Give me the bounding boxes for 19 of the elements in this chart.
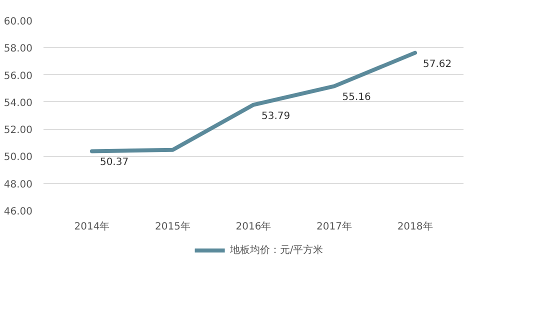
y-tick-label: 56.00 [4,70,33,82]
x-tick-label: 2018年 [397,220,433,232]
x-tick-label: 2015年 [155,220,190,232]
y-tick-label: 52.00 [4,125,33,136]
y-tick-label: 46.00 [4,206,33,218]
y-tick-label: 54.00 [4,98,33,109]
data-label: 50.37 [100,157,129,168]
legend-label: 地板均价：元/平方米 [230,244,324,257]
data-label: 53.79 [262,110,290,122]
x-tick-label: 2014年 [74,220,110,232]
data-label: 55.16 [342,92,371,104]
data-label: 57.62 [423,58,452,70]
line-series [90,50,418,154]
x-tick-label: 2017年 [316,220,352,232]
y-tick-label: 58.00 [4,44,33,55]
y-tick-label: 60.00 [4,16,33,28]
x-tick-label: 2016年 [236,220,272,232]
y-tick-label: 50.00 [4,152,33,164]
y-tick-label: 48.00 [4,179,33,190]
